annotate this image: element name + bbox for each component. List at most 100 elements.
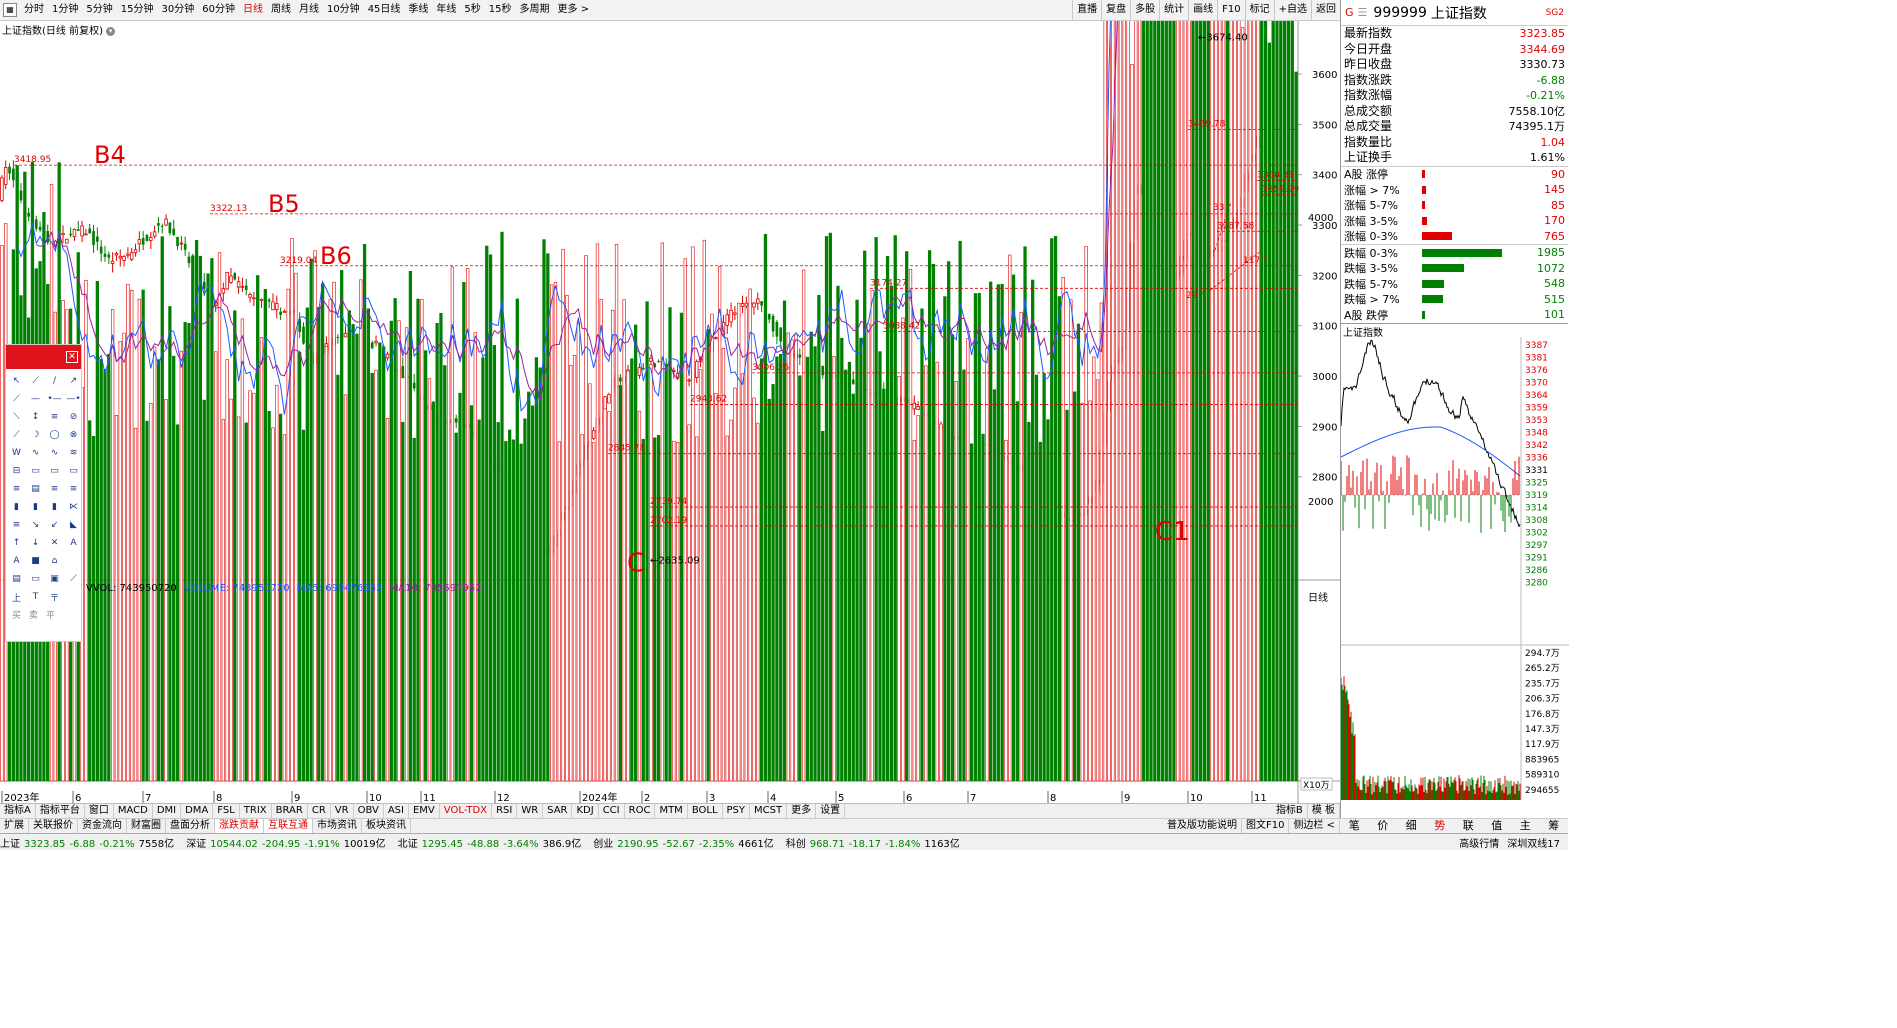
- indicator-tab[interactable]: RSI: [492, 804, 518, 818]
- drawing-tool-icon[interactable]: ∿: [31, 448, 40, 458]
- drawing-tool-icon[interactable]: ▤: [12, 574, 21, 584]
- drawing-tool-icon[interactable]: ⟍: [13, 412, 20, 422]
- drawing-tool-icon[interactable]: ⊘: [69, 412, 78, 422]
- drawing-tool-icon[interactable]: ⋉: [69, 502, 78, 512]
- drawing-tool-icon[interactable]: ▭: [50, 466, 59, 476]
- extension-tab[interactable]: 财富圈: [127, 819, 166, 833]
- drawing-tool-icon[interactable]: ▮: [52, 502, 57, 512]
- drawing-tools-header[interactable]: ✕: [6, 345, 81, 369]
- drawing-tool-icon[interactable]: —•: [66, 394, 81, 404]
- drawing-tool-icon[interactable]: ▮: [14, 502, 19, 512]
- extension-right-tab[interactable]: 普及版功能说明: [1163, 819, 1242, 833]
- side-panel-tab[interactable]: 主: [1519, 819, 1531, 832]
- drawing-tool-icon[interactable]: [64, 588, 83, 606]
- drawing-tool-icon[interactable]: ↙: [50, 520, 59, 530]
- drawing-tool-icon[interactable]: ⟋: [13, 394, 20, 404]
- drawing-tool-icon[interactable]: ☽: [31, 430, 40, 440]
- period-tab[interactable]: 分时: [24, 4, 44, 15]
- side-panel-tab[interactable]: 筹: [1548, 819, 1560, 832]
- indicator-tab[interactable]: OBV: [354, 804, 384, 818]
- market-index-segment[interactable]: 深证 10544.02 -204.95 -1.91% 10019亿: [186, 835, 390, 850]
- indicator-right-tab[interactable]: 模 板: [1308, 804, 1340, 818]
- indicator-tab[interactable]: ROC: [625, 804, 656, 818]
- drawing-tool-icon[interactable]: ≡: [12, 484, 21, 494]
- drawing-tool-icon[interactable]: ⌂: [51, 556, 58, 566]
- indicator-tab[interactable]: WR: [517, 804, 544, 818]
- drawing-tool-icon[interactable]: ≡: [50, 484, 59, 494]
- indicator-tab[interactable]: PSY: [723, 804, 751, 818]
- market-index-segment[interactable]: 科创 968.71 -18.17 -1.84% 1163亿: [786, 835, 964, 850]
- extension-tab[interactable]: 扩展: [0, 819, 29, 833]
- indicator-tab[interactable]: MACD: [114, 804, 153, 818]
- drawing-tool-icon[interactable]: 〒: [49, 593, 59, 604]
- drawing-tool-icon[interactable]: ◣: [70, 520, 77, 530]
- period-tab[interactable]: 1分钟: [52, 4, 79, 15]
- drawing-tool-icon[interactable]: ◯: [49, 430, 60, 440]
- menu-icon[interactable]: ☰: [1357, 6, 1368, 19]
- indicator-tab[interactable]: 指标A: [0, 804, 36, 818]
- extension-tab[interactable]: 市场资讯: [313, 819, 362, 833]
- drawing-tool-icon[interactable]: ↓: [31, 538, 40, 548]
- drawing-tool-icon[interactable]: A: [70, 538, 77, 548]
- drawing-tool-icon[interactable]: ≡: [12, 520, 21, 530]
- side-panel-tab[interactable]: 值: [1491, 819, 1503, 832]
- toolbar-button[interactable]: F10: [1217, 0, 1244, 20]
- indicator-tab[interactable]: DMI: [153, 804, 182, 818]
- toolbar-button[interactable]: 标记: [1244, 0, 1274, 20]
- drawing-tool-icon[interactable]: ≡: [50, 412, 59, 422]
- period-tab[interactable]: 周线: [270, 4, 291, 15]
- drawing-tool-icon[interactable]: W: [12, 448, 21, 458]
- intraday-mini-chart[interactable]: 3387 3381 3376 3370 3364 3359 3353 3348 3342 3336…: [1341, 336, 1569, 800]
- drawing-tool-icon[interactable]: ▭: [69, 466, 78, 476]
- period-tab[interactable]: 日线: [242, 4, 263, 15]
- side-panel-tab[interactable]: 联: [1462, 819, 1474, 832]
- market-index-segment[interactable]: 上证 3323.85 -6.88 -0.21% 7558亿: [0, 835, 178, 850]
- g-icon[interactable]: G: [1345, 6, 1354, 19]
- period-tab[interactable]: 45日线: [367, 4, 401, 15]
- extension-right-tab[interactable]: 侧边栏 <: [1289, 819, 1340, 833]
- indicator-tab[interactable]: KDJ: [572, 804, 599, 818]
- indicator-tab[interactable]: 更多: [787, 804, 817, 818]
- period-tab[interactable]: 年线: [436, 4, 457, 15]
- extension-tab[interactable]: 涨跌贡献: [215, 819, 264, 833]
- extension-tab[interactable]: 盘面分析: [166, 819, 215, 833]
- indicator-tab[interactable]: TRIX: [240, 804, 272, 818]
- kline-chart[interactable]: 3600 3500 3400 3300 3200 3100 3000 2900 2800 日线 12…: [0, 21, 1340, 803]
- drawing-tool-icon[interactable]: ∿: [50, 448, 59, 458]
- indicator-tab[interactable]: CCI: [599, 804, 625, 818]
- period-tab[interactable]: 更多 >: [557, 4, 590, 15]
- indicator-tab[interactable]: MTM: [655, 804, 688, 818]
- drawing-tool-icon[interactable]: ■: [31, 556, 40, 566]
- indicator-tab[interactable]: EMV: [409, 804, 440, 818]
- period-tab[interactable]: 60分钟: [202, 4, 235, 15]
- drawing-tool-icon[interactable]: ⊟: [12, 466, 21, 476]
- indicator-tab[interactable]: VOL-TDX: [440, 804, 493, 818]
- close-icon[interactable]: ✕: [66, 351, 78, 363]
- drawing-tool-icon[interactable]: A: [13, 556, 20, 566]
- side-panel-tab[interactable]: 笔: [1348, 819, 1360, 832]
- period-tab[interactable]: 15分钟: [120, 4, 154, 15]
- period-tab[interactable]: 月线: [298, 4, 319, 15]
- drawing-tool-icon[interactable]: ✕: [50, 538, 59, 548]
- indicator-tab[interactable]: BRAR: [272, 804, 308, 818]
- period-tab[interactable]: 10分钟: [326, 4, 360, 15]
- indicator-tab[interactable]: VR: [331, 804, 354, 818]
- extension-tab[interactable]: 板块资讯: [362, 819, 411, 833]
- indicator-tab[interactable]: MCST: [750, 804, 788, 818]
- period-tab[interactable]: 多周期: [519, 4, 550, 15]
- toolbar-button[interactable]: 返回: [1311, 0, 1340, 20]
- chart-settings-icon[interactable]: ▾: [106, 26, 116, 36]
- drawing-tool-icon[interactable]: ▭: [31, 466, 40, 476]
- drawing-tool-icon[interactable]: ⊗: [69, 430, 78, 440]
- drawing-tool-icon[interactable]: ↑: [12, 538, 21, 548]
- drawing-tool-icon[interactable]: ▤: [31, 484, 40, 494]
- extension-tab[interactable]: 互联互通: [264, 819, 313, 833]
- period-tab[interactable]: 15秒: [488, 4, 512, 15]
- drawing-tool-icon[interactable]: ↖: [12, 376, 21, 386]
- extension-right-tab[interactable]: 图文F10: [1242, 819, 1290, 833]
- toolbar-button[interactable]: 复盘: [1101, 0, 1130, 20]
- market-index-segment[interactable]: 北证 1295.45 -48.88 -3.64% 386.9亿: [398, 835, 586, 850]
- drawing-tool-icon[interactable]: ⟋: [70, 574, 77, 584]
- indicator-tab[interactable]: 指标平台: [36, 804, 85, 818]
- indicator-right-tab[interactable]: 指标B: [1272, 804, 1308, 818]
